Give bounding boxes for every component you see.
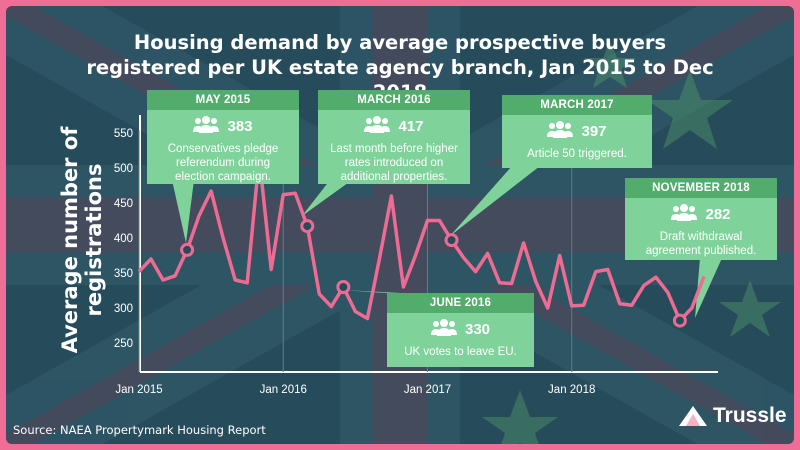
y-tick-label: 350 bbox=[114, 268, 133, 280]
annotation-value: 383 bbox=[227, 118, 253, 135]
x-tick-label: Jan 2017 bbox=[404, 384, 451, 396]
callout-pointer bbox=[450, 166, 540, 236]
annotation-text-line: UK votes to leave EU. bbox=[404, 346, 517, 358]
annotation-value: 397 bbox=[581, 123, 607, 140]
people-icon bbox=[430, 318, 457, 341]
annotation-date: MAY 2015 bbox=[147, 90, 299, 110]
highlight-point bbox=[180, 242, 195, 257]
annotation-callout-march-2017: MARCH 2017 397 Article 50 triggered. bbox=[502, 95, 652, 168]
annotation-date: NOVEMBER 2018 bbox=[625, 178, 777, 198]
eu-stars-watermark bbox=[482, 40, 781, 444]
annotation-date: MARCH 2016 bbox=[318, 90, 470, 110]
annotation-text-line: Article 50 triggered. bbox=[527, 148, 627, 160]
callout-pointer bbox=[172, 180, 194, 243]
chart-title: Housing demand by average prospective bu… bbox=[86, 31, 714, 104]
annotation-text-line: referendum during bbox=[176, 157, 270, 169]
x-tick-label: Jan 2016 bbox=[260, 384, 307, 396]
y-tick-label: 250 bbox=[114, 338, 133, 350]
annotation-text-line: Draft withdrawal bbox=[659, 231, 743, 243]
x-tick-label: Jan 2015 bbox=[115, 384, 162, 396]
callout-pointer bbox=[695, 258, 722, 318]
annotation-text-line: additional properties. bbox=[340, 171, 448, 183]
people-icon bbox=[193, 115, 220, 138]
people-icon bbox=[547, 120, 574, 143]
trussle-logo: Trussle bbox=[678, 404, 787, 428]
annotation-callout-may-2015: MAY 2015 383 Conservatives pledge referen… bbox=[147, 90, 299, 184]
trussle-logo-icon bbox=[679, 406, 707, 426]
annotation-callout-november-2018: NOVEMBER 2018 282 Draft withdrawal agreem… bbox=[625, 178, 777, 260]
annotation-value: 417 bbox=[398, 118, 424, 135]
annotation-callout-march-2016: MARCH 2016 417 Last month before higher r… bbox=[318, 90, 470, 184]
y-tick-label: 450 bbox=[114, 198, 133, 210]
annotation-text-line: Conservatives pledge bbox=[167, 143, 279, 155]
people-icon bbox=[671, 203, 698, 226]
highlight-point bbox=[336, 280, 351, 294]
registrations-line bbox=[137, 155, 706, 323]
callout-pointer bbox=[302, 180, 352, 216]
people-icon bbox=[364, 115, 391, 138]
annotation-text-line: election campaign. bbox=[175, 171, 271, 183]
y-tick-label: 400 bbox=[114, 233, 133, 245]
annotation-date: MARCH 2017 bbox=[502, 95, 652, 115]
annotation-date: JUNE 2016 bbox=[387, 293, 534, 313]
highlight-point bbox=[300, 219, 315, 234]
brand-name: Trussle bbox=[713, 404, 787, 427]
highlight-point bbox=[672, 313, 687, 328]
annotation-text-line: rates introduced on bbox=[344, 157, 444, 169]
annotation-callout-june-2016: JUNE 2016 330 UK votes to leave EU. bbox=[387, 293, 534, 367]
annotation-value: 330 bbox=[464, 321, 491, 338]
x-tick-label: Jan 2018 bbox=[548, 384, 595, 396]
highlight-point bbox=[444, 233, 459, 248]
y-tick-label: 300 bbox=[114, 303, 133, 315]
source-note: Source: NAEA Propertymark Housing Report bbox=[13, 423, 266, 437]
y-tick-label: 500 bbox=[114, 163, 133, 175]
annotation-text-line: Last month before higher bbox=[330, 143, 458, 155]
y-tick-label: 550 bbox=[114, 128, 133, 140]
annotation-text-line: agreement published. bbox=[645, 245, 757, 257]
annotation-value: 282 bbox=[705, 206, 731, 223]
